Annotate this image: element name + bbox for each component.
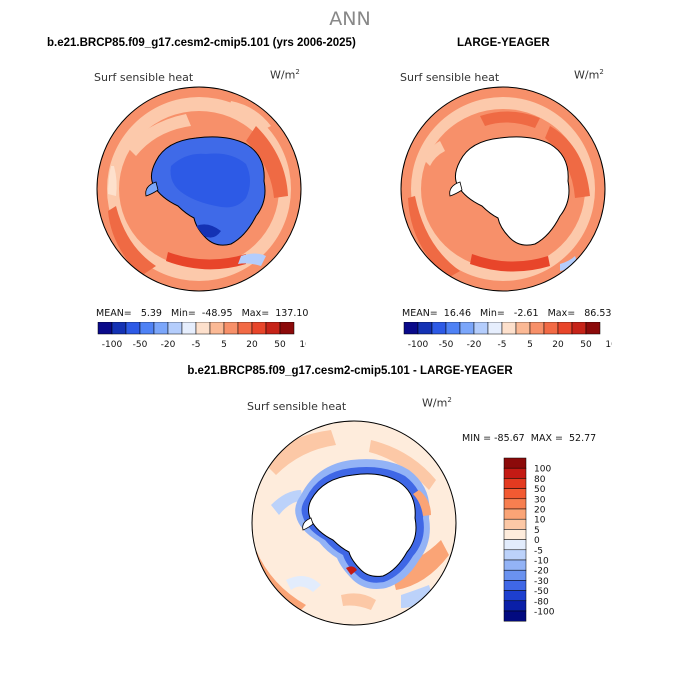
panel-1-colorbar-tick-label: -5 [192, 340, 201, 350]
panel-1-colorbar-tick-label: 100 [299, 340, 306, 350]
diff-panel-colorbar-tick-label: 30 [534, 495, 546, 505]
panel-2-colorbar-swatch [529, 322, 545, 335]
panel-2-colorbar-tick-label: -100 [408, 340, 429, 350]
panel-1-colorbar-swatch [209, 322, 225, 335]
panel-1-title: b.e21.BRCP85.f09_g17.cesm2-cmip5.101 (yr… [47, 37, 356, 49]
diff-panel-colorbar-swatch [503, 610, 527, 622]
diff-panel-title: b.e21.BRCP85.f09_g17.cesm2-cmip5.101 - L… [187, 365, 513, 377]
panel-1-colorbar-tick-label: -50 [133, 340, 148, 350]
diff-panel-colorbar-swatch [503, 569, 527, 581]
panel-1-colorbar-swatch [237, 322, 253, 335]
panel-1-colorbar-swatch [139, 322, 155, 335]
diff-panel-colorbar-swatch [503, 559, 527, 571]
diff-panel-colorbar-tick-label: 20 [534, 506, 546, 516]
diff-panel-colorbar-tick-label: -5 [534, 546, 543, 556]
panel-2-colorbar-tick-label: -50 [439, 340, 454, 350]
panel-1-colorbar-swatch [223, 322, 239, 335]
panel-2-colorbar-swatch [417, 322, 433, 335]
panel-2-variable-label: Surf sensible heat [400, 71, 500, 84]
panel-2-colorbar-tick-label: -20 [467, 340, 482, 350]
panel-2-colorbar-tick-label: -5 [498, 340, 507, 350]
panel-1-colorbar-swatch [97, 322, 113, 335]
diff-panel-colorbar-tick-label: 10 [534, 516, 546, 526]
diff-panel-colorbar-swatch [503, 467, 527, 479]
diff-panel-colorbar-swatch [503, 580, 527, 591]
diff-panel-colorbar-swatch [503, 539, 527, 551]
panel-2-colorbar-swatch [557, 322, 573, 335]
panel-2-polar-map [400, 86, 606, 292]
panel-1-colorbar: -100 -50 -20 -5 5 20 50 100 [97, 322, 306, 350]
panel-1-stats: MEAN= 5.39 Min= -48.95 Max= 137.10 [96, 308, 309, 319]
panel-1-colorbar-swatch [125, 322, 141, 335]
panel-1-colorbar-swatch [251, 322, 267, 335]
diff-panel-colorbar-tick-label: -100 [534, 608, 555, 618]
panel-2-colorbar-tick-label: 100 [605, 340, 612, 350]
panel-2-colorbar-swatch [445, 322, 461, 335]
panel-2-colorbar-swatch [571, 322, 587, 335]
diff-panel-colorbar-tick-label: -30 [534, 577, 549, 587]
diff-panel-colorbar-tick-label: -10 [534, 557, 549, 567]
panel-2-stats: MEAN= 16.46 Min= -2.61 Max= 86.53 [402, 308, 612, 319]
panel-2-colorbar-tick-label: 20 [552, 340, 564, 350]
panel-1-colorbar-swatch [279, 322, 295, 335]
diff-panel-colorbar-tick-label: 100 [534, 465, 551, 475]
diff-panel-colorbar-tick-label: -50 [534, 587, 549, 597]
diff-panel-colorbar-swatch [503, 518, 527, 530]
panel-1-colorbar-tick-label: 50 [274, 340, 286, 350]
diff-panel-stats: MIN = -85.67 MAX = 52.77 [462, 433, 597, 444]
panel-2-colorbar-swatch [487, 322, 503, 335]
panel-2-title: LARGE-YEAGER [457, 37, 550, 49]
diff-panel-colorbar-tick-label: 0 [534, 536, 540, 546]
panel-1-colorbar-swatch [153, 322, 169, 335]
diff-panel-colorbar-tick-label: -80 [534, 597, 549, 607]
diff-panel-colorbar-swatch [503, 600, 527, 612]
panel-2-colorbar-swatch [403, 322, 419, 335]
panel-1-colorbar-tick-label: 20 [246, 340, 258, 350]
panel-2-colorbar-swatch [543, 322, 559, 335]
panel-2-colorbar-swatch [459, 322, 475, 335]
panel-2-colorbar-swatch [431, 322, 447, 335]
diff-panel-colorbar-swatch [503, 529, 527, 540]
panel-1-colorbar-tick-label: -100 [102, 340, 123, 350]
panel-2-colorbar-tick-label: 50 [580, 340, 592, 350]
diff-panel-colorbar-tick-label: 5 [534, 526, 540, 536]
panel-1-colorbar-swatch [167, 322, 183, 335]
diff-panel-units: W/m2 [422, 396, 452, 410]
diff-panel-colorbar-swatch [503, 508, 527, 520]
panel-1-colorbar-swatch [181, 322, 197, 335]
diff-panel-polar-map [251, 420, 457, 626]
diff-panel-colorbar-swatch [503, 549, 527, 561]
panel-2-colorbar-swatch [515, 322, 531, 335]
diff-panel-variable-label: Surf sensible heat [247, 400, 347, 413]
diff-panel-colorbar-swatch [503, 498, 527, 510]
panel-1-colorbar-tick-label: 5 [221, 340, 227, 350]
diff-panel-colorbar-tick-label: 80 [534, 475, 546, 485]
diff-panel-colorbar-swatch [503, 478, 527, 489]
panel-1-colorbar-tick-label: -20 [161, 340, 176, 350]
diff-panel-colorbar-swatch [503, 488, 527, 500]
panel-1-units: W/m2 [270, 68, 300, 82]
panel-2-colorbar-swatch [585, 322, 601, 335]
panel-2-units: W/m2 [574, 68, 604, 82]
panel-1-polar-map [96, 86, 302, 292]
panel-2-colorbar-tick-label: 5 [527, 340, 533, 350]
diff-panel-colorbar-tick-label: -20 [534, 567, 549, 577]
diff-panel-colorbar-swatch [503, 590, 527, 602]
diff-panel-colorbar-tick-label: 50 [534, 485, 546, 495]
panel-2-colorbar-swatch [473, 322, 489, 335]
diff-panel-colorbar-swatch [503, 457, 527, 469]
panel-1-colorbar-swatch [195, 322, 211, 335]
page-title: ANN [329, 8, 371, 30]
panel-1-colorbar-swatch [265, 322, 281, 335]
panel-2-colorbar-swatch [501, 322, 517, 335]
panel-1-variable-label: Surf sensible heat [94, 71, 194, 84]
panel-1-colorbar-swatch [111, 322, 127, 335]
panel-2-colorbar: -100 -50 -20 -5 5 20 50 100 [403, 322, 612, 350]
